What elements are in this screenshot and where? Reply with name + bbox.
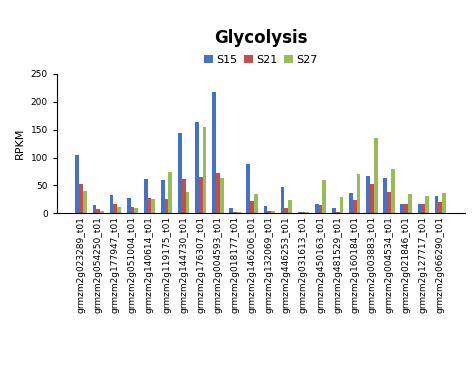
Bar <box>370 184 374 213</box>
Bar <box>366 176 370 213</box>
Bar <box>319 205 322 213</box>
Bar <box>216 173 220 213</box>
Y-axis label: RPKM: RPKM <box>15 128 25 159</box>
Bar <box>332 208 336 213</box>
Bar <box>264 206 267 213</box>
Bar <box>435 196 438 213</box>
Bar <box>130 207 134 213</box>
Bar <box>199 177 203 213</box>
Bar <box>383 178 387 213</box>
Bar <box>195 122 199 213</box>
Bar <box>186 192 189 213</box>
Bar <box>438 202 442 213</box>
Legend: S15, S21, S27: S15, S21, S27 <box>203 54 319 66</box>
Bar <box>298 212 301 213</box>
Title: Glycolysis: Glycolysis <box>214 29 308 47</box>
Bar <box>233 212 237 213</box>
Bar <box>92 205 96 213</box>
Bar <box>109 195 113 213</box>
Bar <box>391 169 395 213</box>
Bar <box>271 211 275 213</box>
Bar <box>353 200 356 213</box>
Bar <box>301 212 305 213</box>
Bar <box>254 194 258 213</box>
Bar <box>161 180 165 213</box>
Bar <box>203 127 207 213</box>
Bar <box>408 194 412 213</box>
Bar <box>178 134 182 213</box>
Bar <box>79 184 83 213</box>
Bar <box>418 205 421 213</box>
Bar <box>220 178 224 213</box>
Bar <box>349 193 353 213</box>
Bar <box>134 208 138 213</box>
Bar <box>182 179 186 213</box>
Bar <box>212 92 216 213</box>
Bar <box>229 208 233 213</box>
Bar <box>267 211 271 213</box>
Bar <box>284 208 288 213</box>
Bar <box>442 193 446 213</box>
Bar <box>100 210 104 213</box>
Bar <box>421 205 425 213</box>
Bar <box>288 200 292 213</box>
Bar <box>168 172 172 213</box>
Bar <box>127 198 130 213</box>
Bar <box>147 198 151 213</box>
Bar <box>144 179 147 213</box>
Bar <box>237 212 241 213</box>
Bar <box>96 209 100 213</box>
Bar <box>339 197 343 213</box>
Bar <box>356 174 360 213</box>
Bar <box>165 199 168 213</box>
Bar <box>83 191 87 213</box>
Bar <box>281 187 284 213</box>
Bar <box>117 207 121 213</box>
Bar <box>305 212 309 213</box>
Bar <box>151 199 155 213</box>
Bar <box>322 180 326 213</box>
Bar <box>315 205 319 213</box>
Bar <box>401 204 404 213</box>
Bar <box>425 196 429 213</box>
Bar <box>250 201 254 213</box>
Bar <box>387 192 391 213</box>
Bar <box>336 212 339 213</box>
Bar <box>75 155 79 213</box>
Bar <box>374 138 378 213</box>
Bar <box>113 205 117 213</box>
Bar <box>246 164 250 213</box>
Bar <box>404 204 408 213</box>
